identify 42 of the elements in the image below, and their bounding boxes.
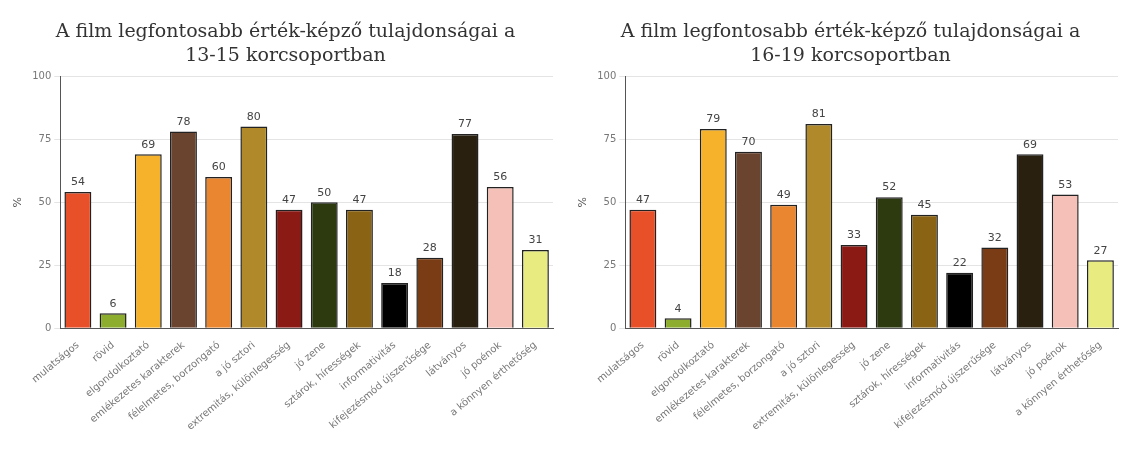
y-tick-label: 75 bbox=[603, 132, 617, 144]
data-label: 47 bbox=[352, 193, 367, 207]
data-label: 27 bbox=[1093, 243, 1108, 257]
data-label: 28 bbox=[422, 241, 437, 255]
y-tick-label: 100 bbox=[32, 69, 52, 81]
data-label: 18 bbox=[387, 266, 402, 280]
data-label: 80 bbox=[246, 109, 261, 123]
data-label: 22 bbox=[952, 256, 967, 270]
data-label: 79 bbox=[706, 112, 721, 126]
data-label: 54 bbox=[70, 175, 85, 189]
data-label: 47 bbox=[282, 193, 297, 207]
data-label: 60 bbox=[211, 160, 226, 174]
data-label: 53 bbox=[1058, 177, 1073, 191]
data-label: 81 bbox=[811, 107, 826, 121]
y-tick-label: 0 bbox=[44, 321, 52, 333]
data-label: 49 bbox=[776, 188, 791, 202]
y-tick-label: 25 bbox=[603, 258, 617, 270]
y-tick-label: 0 bbox=[609, 321, 617, 333]
data-label: 50 bbox=[317, 185, 332, 199]
data-label: 31 bbox=[528, 233, 543, 247]
data-label: 77 bbox=[458, 117, 473, 131]
y-tick-label: 100 bbox=[597, 69, 617, 81]
data-label: 47 bbox=[635, 193, 650, 207]
data-label: 32 bbox=[987, 230, 1002, 244]
data-label: 6 bbox=[109, 296, 117, 310]
y-axis-title: % bbox=[11, 196, 25, 208]
chart-title: A film legfontosabb érték-képző tulajdonságai a 13-15 korcsoportban bbox=[54, 18, 517, 66]
y-tick-label: 75 bbox=[38, 132, 52, 144]
data-label: 70 bbox=[741, 135, 756, 149]
data-label: 78 bbox=[176, 114, 191, 128]
y-axis-title: % bbox=[576, 196, 590, 208]
data-label: 56 bbox=[493, 170, 508, 184]
y-tick-label: 25 bbox=[38, 258, 52, 270]
data-label: 69 bbox=[1023, 137, 1038, 151]
data-label: 45 bbox=[917, 198, 932, 212]
y-tick-label: 50 bbox=[38, 195, 52, 207]
chart-title: A film legfontosabb érték-képző tulajdonságai a 16-19 korcsoportban bbox=[619, 18, 1082, 66]
data-label: 69 bbox=[141, 137, 156, 151]
data-label: 33 bbox=[847, 228, 862, 242]
data-label: 4 bbox=[674, 301, 682, 315]
y-tick-label: 50 bbox=[603, 195, 617, 207]
data-label: 52 bbox=[882, 180, 897, 194]
